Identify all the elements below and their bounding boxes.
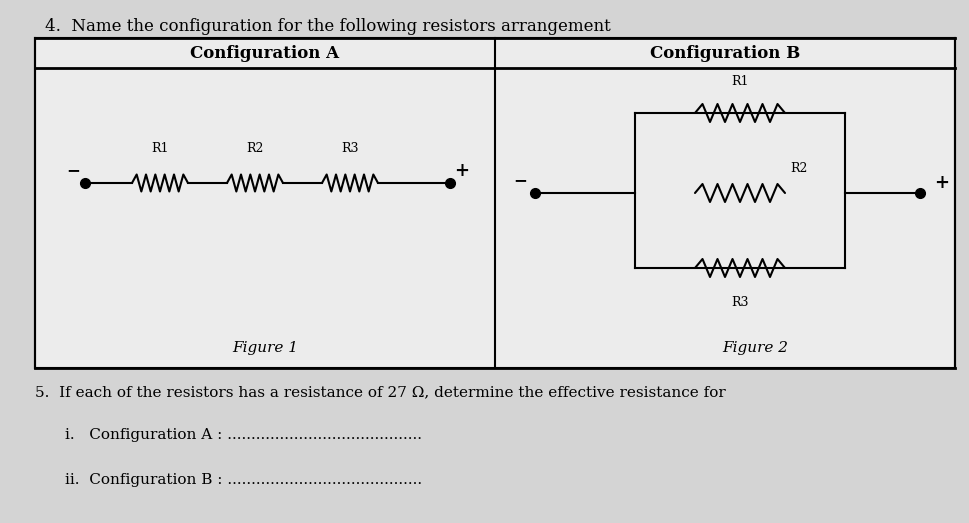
Text: Configuration B: Configuration B [650, 44, 800, 62]
Text: R3: R3 [341, 142, 359, 155]
Text: Configuration A: Configuration A [191, 44, 339, 62]
Text: −: − [66, 163, 79, 179]
Text: i.   Configuration A : .........................................: i. Configuration A : ...................… [65, 428, 422, 442]
Text: +: + [454, 162, 470, 180]
Text: R1: R1 [151, 142, 169, 155]
Text: 5.  If each of the resistors has a resistance of 27 Ω, determine the effective r: 5. If each of the resistors has a resist… [35, 385, 726, 399]
Text: R3: R3 [732, 296, 749, 309]
Text: Figure 1: Figure 1 [232, 341, 298, 355]
FancyBboxPatch shape [35, 38, 955, 368]
Text: Figure 2: Figure 2 [722, 341, 788, 355]
Text: ii.  Configuration B : .........................................: ii. Configuration B : ..................… [65, 473, 422, 487]
Text: −: − [513, 173, 527, 189]
Text: R2: R2 [790, 162, 807, 175]
Text: 4.  Name the configuration for the following resistors arrangement: 4. Name the configuration for the follow… [45, 18, 610, 35]
Text: R1: R1 [732, 75, 749, 88]
Text: R2: R2 [246, 142, 264, 155]
Text: +: + [934, 174, 950, 192]
